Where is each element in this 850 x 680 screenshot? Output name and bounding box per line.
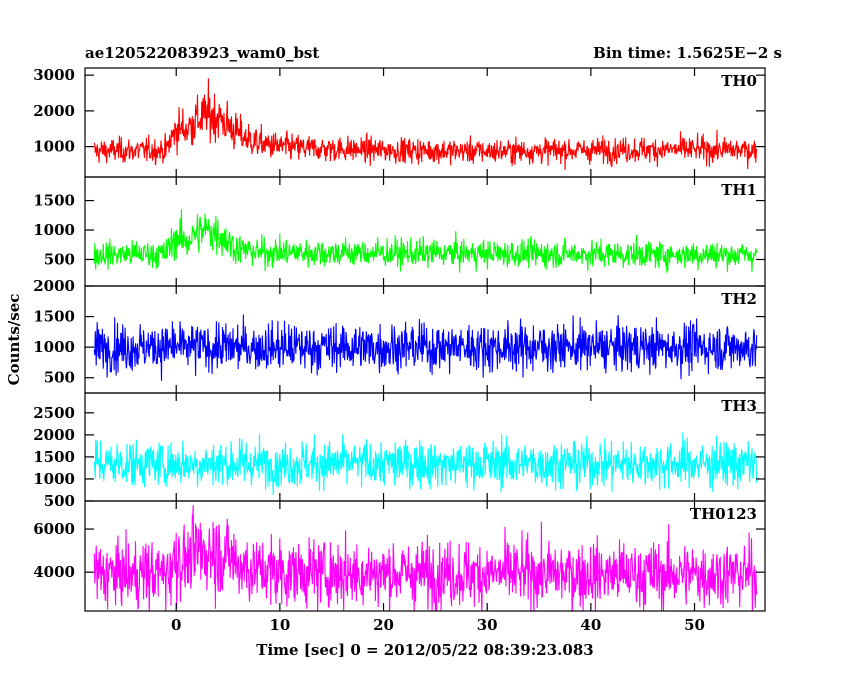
series-th1 <box>93 209 758 273</box>
xtick-label: 10 <box>269 616 290 634</box>
xtick-label: 40 <box>580 616 601 634</box>
ytick-label-th2: 500 <box>44 369 75 387</box>
ytick-label-th0123: 6000 <box>33 520 75 538</box>
panel-label-th0: TH0 <box>721 72 757 90</box>
xtick-label: 30 <box>477 616 498 634</box>
ytick-label-th1: 1500 <box>33 192 75 210</box>
series-th2 <box>93 314 758 381</box>
series-th0123 <box>93 505 758 611</box>
panel-label-th2: TH2 <box>721 290 757 308</box>
panel-frame-th0 <box>84 67 766 178</box>
panel-label-th1: TH1 <box>721 181 757 199</box>
ytick-label-th3: 1000 <box>33 470 75 488</box>
bin-time-label: Bin time: 1.5625E−2 s <box>593 44 782 62</box>
series-th0 <box>93 78 758 171</box>
xtick-label: 0 <box>171 616 181 634</box>
xtick-label: 50 <box>684 616 705 634</box>
panel-label-th3: TH3 <box>721 397 757 415</box>
panel-frame-th1 <box>84 176 766 287</box>
ytick-label-th3: 500 <box>44 492 75 510</box>
ytick-label-th2: 2000 <box>33 277 75 295</box>
ytick-label-th0123: 4000 <box>33 563 75 581</box>
ytick-label-th2: 1000 <box>33 338 75 356</box>
ytick-label-th3: 2000 <box>33 426 75 444</box>
series-th3 <box>93 432 758 496</box>
ytick-label-th0: 2000 <box>33 102 75 120</box>
ytick-label-th1: 1000 <box>33 221 75 239</box>
y-axis-label: Counts/sec <box>5 294 23 386</box>
ytick-label-th1: 500 <box>44 250 75 268</box>
panel-frame-th3 <box>84 392 766 502</box>
ytick-label-th0: 3000 <box>33 66 75 84</box>
ytick-label-th3: 1500 <box>33 448 75 466</box>
ytick-label-th0: 1000 <box>33 138 75 156</box>
panel-label-th0123: TH0123 <box>690 505 757 523</box>
x-axis-label: Time [sec] 0 = 2012/05/22 08:39:23.083 <box>256 641 593 659</box>
ytick-label-th2: 1500 <box>33 308 75 326</box>
ytick-label-th3: 2500 <box>33 404 75 422</box>
panel-frame-th0123 <box>84 500 766 612</box>
xtick-label: 20 <box>373 616 394 634</box>
chart-title: ae120522083923_wam0_bst <box>85 44 320 62</box>
